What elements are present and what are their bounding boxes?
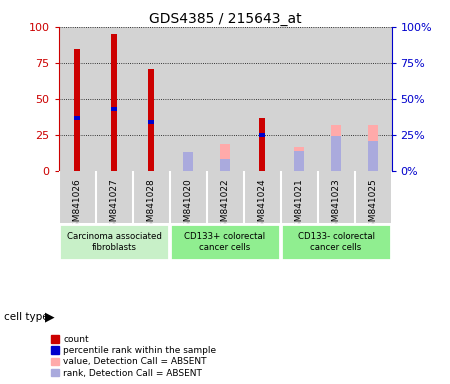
Text: Carcinoma associated
fibroblasts: Carcinoma associated fibroblasts — [67, 232, 162, 252]
Bar — [294, 147, 304, 171]
Text: GSM841023: GSM841023 — [332, 179, 341, 233]
Bar — [368, 125, 378, 171]
Text: GSM841022: GSM841022 — [220, 179, 230, 233]
Text: GSM841028: GSM841028 — [147, 179, 156, 233]
Title: GDS4385 / 215643_at: GDS4385 / 215643_at — [148, 12, 302, 26]
Text: GSM841020: GSM841020 — [184, 179, 193, 233]
FancyBboxPatch shape — [170, 224, 280, 260]
Bar — [74, 116, 81, 120]
Text: ▶: ▶ — [45, 310, 54, 323]
Bar — [148, 69, 154, 171]
Text: GSM841026: GSM841026 — [72, 179, 81, 233]
FancyBboxPatch shape — [281, 224, 391, 260]
Text: GSM841027: GSM841027 — [109, 179, 118, 233]
Legend: count, percentile rank within the sample, value, Detection Call = ABSENT, rank, : count, percentile rank within the sample… — [50, 333, 218, 379]
Bar — [220, 144, 230, 171]
Bar — [111, 34, 117, 171]
Text: GSM841025: GSM841025 — [369, 179, 378, 233]
Bar — [259, 133, 266, 137]
Bar — [74, 48, 81, 171]
Bar — [294, 151, 304, 171]
Bar — [368, 141, 378, 171]
Text: GSM841021: GSM841021 — [294, 179, 303, 233]
Bar — [259, 118, 266, 171]
Text: GSM841024: GSM841024 — [257, 179, 266, 233]
Bar — [220, 159, 230, 171]
Bar — [111, 107, 117, 111]
Bar — [331, 136, 341, 171]
Text: CD133- colorectal
cancer cells: CD133- colorectal cancer cells — [297, 232, 374, 252]
FancyBboxPatch shape — [59, 224, 169, 260]
Bar — [148, 120, 154, 124]
Text: CD133+ colorectal
cancer cells: CD133+ colorectal cancer cells — [184, 232, 266, 252]
Bar — [183, 154, 193, 171]
Bar — [331, 125, 341, 171]
Bar — [183, 152, 193, 171]
Text: cell type: cell type — [4, 312, 49, 322]
